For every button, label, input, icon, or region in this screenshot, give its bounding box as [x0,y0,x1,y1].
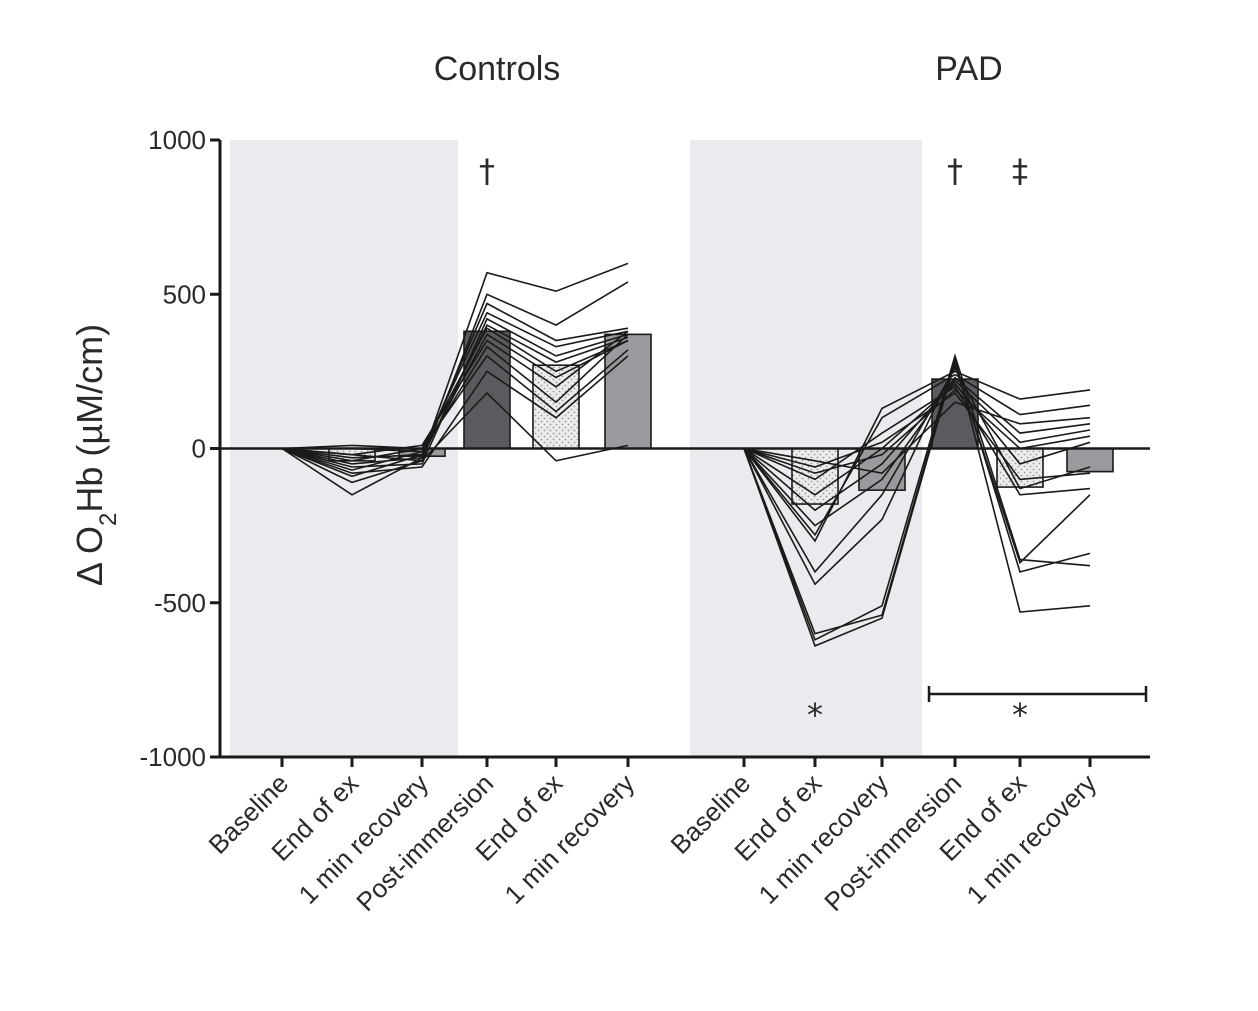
y-axis-label-rest: Hb (µM/cm) [69,324,110,513]
x-tick-label: 1 min recovery [498,768,640,910]
group-title-controls: Controls [434,50,561,88]
annotation-symbol: † [947,152,963,190]
significance-star: * [807,696,823,734]
y-tick-label: -1000 [140,742,207,772]
y-tick-label: -500 [154,588,206,618]
bar-controls-6 [605,334,651,448]
annotation-symbol: † [479,152,495,190]
bar-pad-6 [1067,449,1113,472]
annotation-symbol: ‡ [1012,152,1028,190]
y-axis-label: Δ O2Hb (µM/cm) [69,324,122,586]
chart: † † ‡* * ControlsBaselineEnd of ex1 min rec… [0,0,1258,1011]
y-tick-label: 500 [163,279,206,309]
group-title-pad: PAD [935,50,1002,88]
significance-star: * [1012,696,1028,734]
y-axis-label-subscript: 2 [95,513,122,526]
y-tick-label: 0 [192,434,206,464]
y-axis-label-main: Δ O [69,526,110,586]
y-tick-label: 1000 [148,125,206,155]
